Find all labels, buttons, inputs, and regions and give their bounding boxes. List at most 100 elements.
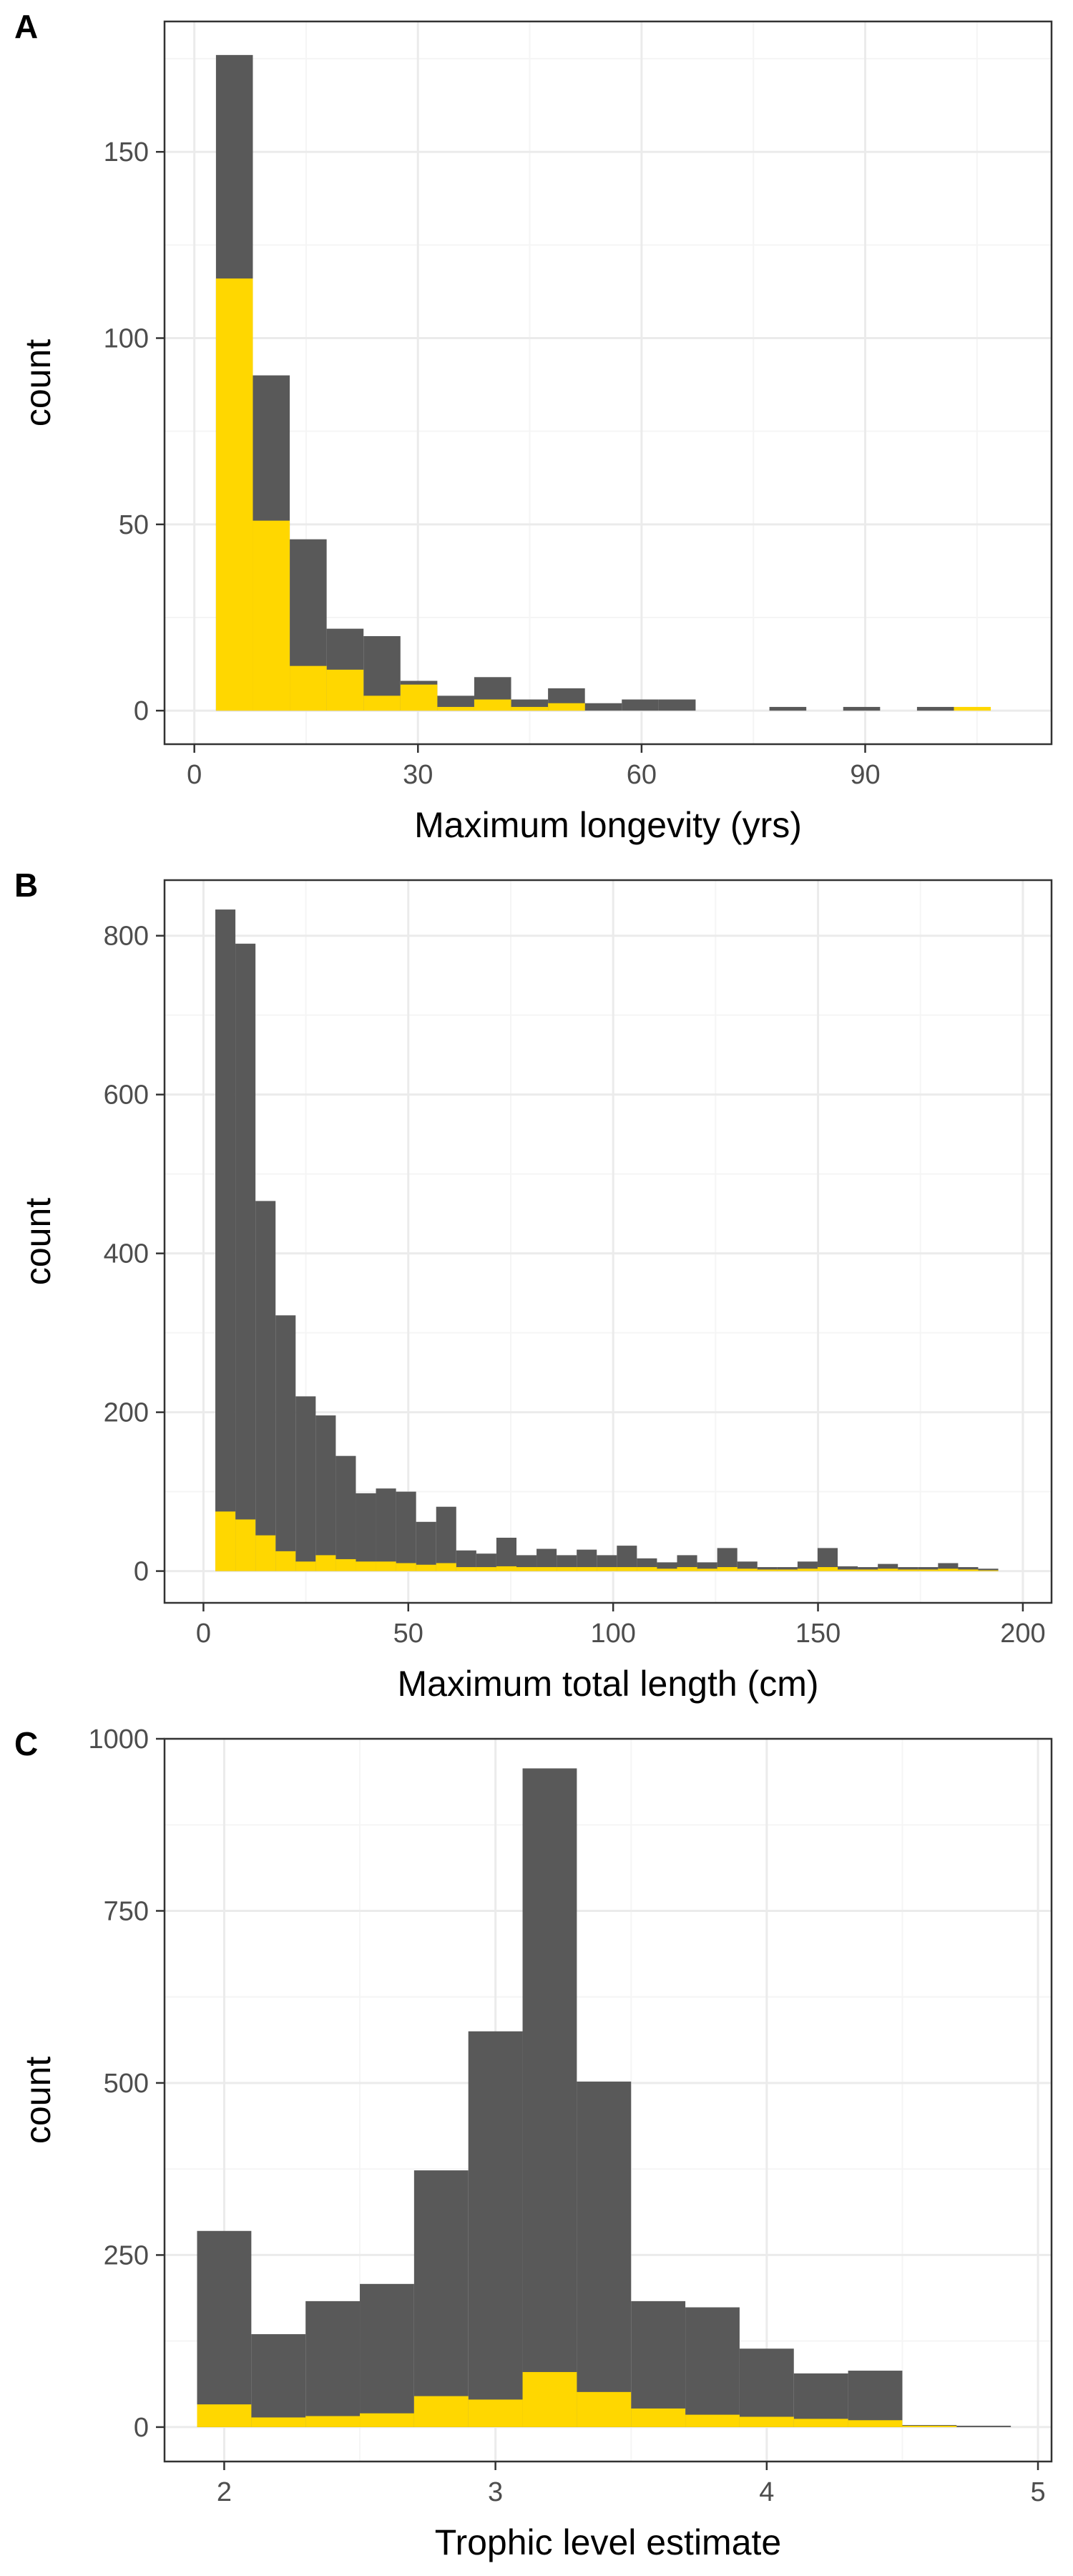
x-tick-label: 0: [196, 1619, 211, 1649]
y-axis-title: count: [18, 339, 58, 426]
bar-total: [335, 1455, 356, 1571]
bar-highlight: [360, 2413, 414, 2427]
x-tick-label: 150: [795, 1619, 841, 1649]
x-tick-label: 200: [1000, 1619, 1045, 1649]
bar-total: [878, 1563, 898, 1571]
bar-total: [918, 1567, 939, 1571]
x-tick-label: 4: [759, 2477, 774, 2507]
bar-highlight: [739, 2416, 794, 2427]
bar-total: [843, 706, 881, 711]
bar-total: [295, 1396, 316, 1571]
panel-letter-a: A: [14, 8, 39, 45]
bar-highlight: [251, 2417, 306, 2427]
bar-total: [468, 2031, 523, 2427]
bar-total: [622, 699, 659, 711]
bar-highlight: [797, 1568, 818, 1571]
bar-highlight: [396, 1563, 416, 1571]
y-tick-label: 100: [104, 324, 149, 354]
y-tick-label: 0: [134, 696, 149, 726]
bar-highlight: [253, 520, 290, 711]
bar-total: [376, 1488, 396, 1571]
bar-total: [658, 699, 696, 711]
bar-highlight: [697, 1568, 717, 1571]
bar-highlight: [305, 2416, 361, 2427]
bar-total: [793, 2373, 848, 2427]
x-tick-label: 0: [187, 760, 202, 790]
bar-highlight: [577, 2391, 632, 2427]
bar-highlight: [468, 2399, 523, 2427]
bar-highlight: [717, 1567, 738, 1571]
bar-total: [255, 1201, 276, 1571]
bar-total: [848, 2371, 903, 2427]
bar-highlight: [474, 699, 511, 711]
bar-highlight: [255, 1535, 276, 1571]
y-axis-title: count: [18, 1198, 58, 1285]
bar-highlight: [793, 2419, 848, 2427]
bar-total: [938, 1563, 959, 1571]
bar-highlight: [295, 1561, 316, 1571]
bar-highlight: [315, 1555, 336, 1571]
panel-b: B 0 50 100 150 200 0 200 400 600 800 Maximum total…: [0, 859, 1073, 1717]
x-tick-label: 90: [850, 760, 880, 790]
bar-total: [197, 2230, 252, 2427]
bar-total: [413, 2170, 469, 2427]
histogram-longevity: 0 30 60 90 0 50 100 150 Maximum longevity (yrs) c…: [18, 20, 1053, 845]
bar-highlight: [898, 1569, 918, 1571]
bar-total: [898, 1567, 918, 1571]
y-axis-title: count: [18, 2057, 58, 2144]
bar-total: [617, 1546, 637, 1571]
bar-highlight: [838, 1569, 858, 1571]
y-tick-label: 200: [104, 1398, 149, 1428]
bar-highlight: [235, 1519, 256, 1571]
bar-total: [916, 706, 954, 711]
bar-highlight: [557, 1567, 577, 1571]
bar-total: [958, 1567, 979, 1571]
bar-total: [522, 1768, 577, 2427]
plot-border: [163, 879, 1053, 1604]
bar-highlight: [511, 706, 549, 711]
y-tick-label: 0: [134, 1557, 149, 1587]
bar-total: [356, 1493, 376, 1571]
bar-total: [416, 1521, 436, 1571]
plot-border: [163, 1737, 1053, 2463]
bar-highlight: [400, 684, 438, 711]
bar-total: [757, 1567, 778, 1571]
bar-highlight: [637, 1567, 657, 1571]
bar-highlight: [413, 2396, 469, 2427]
bar-highlight: [685, 2414, 740, 2427]
bar-highlight: [777, 1569, 798, 1571]
panel-letter-c: C: [14, 1725, 39, 1762]
x-tick-label: 5: [1030, 2477, 1045, 2507]
bar-total: [360, 2283, 414, 2427]
bar-highlight: [522, 2371, 577, 2427]
bar-highlight: [737, 1568, 758, 1571]
y-tick-label: 400: [104, 1239, 149, 1269]
y-tick-label: 250: [104, 2240, 149, 2270]
bar-highlight: [548, 703, 585, 711]
histogram-total-length: 0 50 100 150 200 0 200 400 600 800 Maximum total l…: [18, 879, 1053, 1704]
bar-highlight: [958, 1569, 979, 1571]
bar-total: [275, 1315, 296, 1571]
plot-border: [163, 20, 1053, 746]
x-tick-label: 100: [590, 1619, 635, 1649]
y-tick-label: 600: [104, 1080, 149, 1111]
bar-highlight: [376, 1561, 396, 1571]
bar-total: [305, 2301, 361, 2427]
bar-highlight: [902, 2425, 957, 2427]
bar-highlight: [858, 1569, 878, 1571]
bar-total: [577, 2082, 632, 2427]
bar-total: [235, 943, 256, 1571]
bar-total: [769, 706, 807, 711]
bar-highlight: [215, 1511, 236, 1571]
x-tick-label: 60: [627, 760, 657, 790]
bar-highlight: [938, 1568, 959, 1571]
x-tick-label: 3: [488, 2477, 503, 2507]
bar-highlight: [416, 1564, 436, 1571]
bar-total: [315, 1415, 336, 1571]
bar-highlight: [577, 1567, 597, 1571]
bar-total: [496, 1537, 516, 1571]
bar-highlight: [335, 1558, 356, 1571]
bar-highlight: [757, 1569, 778, 1571]
bar-highlight: [326, 669, 364, 711]
bar-highlight: [597, 1567, 617, 1571]
